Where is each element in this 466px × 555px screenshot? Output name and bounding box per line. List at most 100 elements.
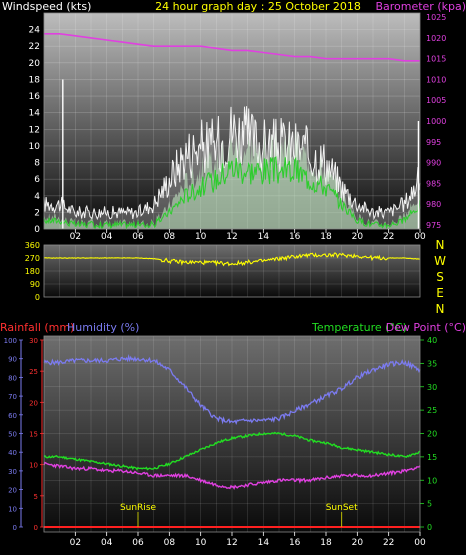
x-tick-label: 22 <box>383 232 394 242</box>
temp-humidity-panel-grid <box>43 336 420 532</box>
windspeed-axis-title: Windspeed (kts) <box>2 0 91 13</box>
sun-event-label: SunSet <box>326 503 358 513</box>
x-tick-label: 08 <box>164 232 176 242</box>
sun-events: SunRise SunSet <box>120 503 358 527</box>
humidity-y-tick-label: 80 <box>8 374 17 382</box>
temp-panel-x-labels: 02 04 06 08 10 12 14 16 18 20 22 00 <box>70 532 426 548</box>
wind-y-tick-label: 2 <box>34 208 40 218</box>
dewpoint-line <box>43 461 421 491</box>
direction-panel-axes: 0 90 180 270 360 <box>25 241 421 302</box>
temp-humidity-panel-series <box>43 353 421 528</box>
x-tick-label: 14 <box>258 538 270 548</box>
x-tick-label: 16 <box>289 232 301 242</box>
wind-y-tick-label: 14 <box>29 109 41 119</box>
wind-y-tick-label: 24 <box>29 26 41 36</box>
chart-title: 24 hour graph day : 25 October 2018 <box>155 0 361 13</box>
compass-label: N <box>436 238 445 252</box>
humidity-axis-title: Humidity (%) <box>67 321 139 334</box>
wind-y-tick-label: 18 <box>29 75 41 85</box>
wind-y-tick-label: 8 <box>34 159 40 169</box>
temp-y-tick-label: 20 <box>427 430 437 439</box>
x-tick-label: 04 <box>101 232 113 242</box>
x-tick-label: 20 <box>352 232 364 242</box>
temp-y-tick-label: 35 <box>427 359 437 368</box>
barometer-y-tick-label: 1000 <box>426 117 446 126</box>
barometer-y-tick-label: 1025 <box>426 13 446 22</box>
compass-label: S <box>436 270 444 284</box>
rain-y-tick-label: 20 <box>29 399 38 407</box>
compass-label: N <box>436 302 445 316</box>
wind-y-tick-label: 12 <box>29 125 40 135</box>
x-tick-label: 10 <box>195 232 207 242</box>
direction-panel-series <box>44 252 421 267</box>
humidity-y-tick-label: 50 <box>8 431 17 439</box>
barometer-line <box>44 32 420 62</box>
wind-y-tick-label: 10 <box>29 142 41 152</box>
humidity-y-tick-label: 20 <box>8 487 17 495</box>
rain-y-tick-label: 30 <box>29 337 38 345</box>
wind-y-tick-label: 4 <box>34 192 40 202</box>
x-tick-label: 18 <box>320 232 332 242</box>
direction-y-tick-label: 270 <box>25 254 40 263</box>
barometer-y-tick-label: 1020 <box>426 34 446 43</box>
wind-average-line <box>43 156 421 231</box>
x-tick-label: 18 <box>320 538 332 548</box>
wind-average-area <box>44 128 420 229</box>
barometer-y-tick-label: 985 <box>426 179 441 188</box>
humidity-y-tick-label: 10 <box>8 505 17 513</box>
temp-y-tick-label: 10 <box>427 476 437 485</box>
temp-y-tick-label: 0 <box>427 523 432 532</box>
humidity-y-tick-label: 40 <box>8 449 17 457</box>
x-tick-label: 10 <box>195 538 207 548</box>
wind-y-tick-label: 20 <box>29 59 41 69</box>
x-tick-label: 00 <box>414 538 426 548</box>
wind-y-tick-label: 0 <box>34 225 40 235</box>
direction-y-tick-label: 180 <box>25 267 40 276</box>
direction-panel-frame <box>43 244 421 298</box>
x-tick-label: 12 <box>226 538 237 548</box>
humidity-y-tick-label: 70 <box>8 393 17 401</box>
rain-y-tick-label: 25 <box>29 368 38 376</box>
wind-y-tick-label: 6 <box>34 175 40 185</box>
direction-panel-background <box>44 245 420 297</box>
humidity-line <box>43 353 421 425</box>
x-tick-label: 08 <box>164 538 176 548</box>
barometer-y-tick-label: 990 <box>426 159 441 168</box>
direction-y-tick-label: 0 <box>35 293 40 302</box>
x-tick-label: 02 <box>70 538 81 548</box>
x-tick-label: 20 <box>352 538 364 548</box>
temp-y-tick-label: 15 <box>427 453 437 462</box>
x-tick-label: 00 <box>414 232 426 242</box>
rainfall-axis-title: Rainfall (mm) <box>0 321 74 334</box>
rain-y-tick-label: 0 <box>34 524 38 532</box>
wind-panel-series <box>43 32 421 231</box>
humidity-y-tick-label: 100 <box>4 337 17 345</box>
compass-label: E <box>436 286 444 300</box>
x-tick-label: 04 <box>101 538 113 548</box>
sun-event-label: SunRise <box>120 503 157 513</box>
rain-y-tick-label: 5 <box>34 493 38 501</box>
direction-y-tick-label: 90 <box>30 280 40 289</box>
direction-line <box>44 252 421 267</box>
x-tick-label: 02 <box>70 232 81 242</box>
barometer-y-tick-label: 980 <box>426 200 441 209</box>
temperature-line <box>43 431 421 471</box>
wind-panel-x-labels: 02 04 06 08 10 12 14 16 18 20 22 00 <box>70 229 426 242</box>
x-tick-label: 12 <box>226 232 237 242</box>
barometer-y-tick-label: 1015 <box>426 55 446 64</box>
x-tick-label: 14 <box>258 232 270 242</box>
x-tick-label: 22 <box>383 538 394 548</box>
humidity-y-tick-label: 0 <box>13 524 17 532</box>
barometer-y-tick-label: 995 <box>426 138 441 147</box>
x-tick-label: 06 <box>132 232 144 242</box>
direction-y-tick-label: 360 <box>25 241 40 250</box>
wind-y-tick-label: 16 <box>29 92 41 102</box>
temp-humidity-panel-background <box>44 336 420 532</box>
compass-label: W <box>434 254 446 268</box>
barometer-axis-title: Barometer (kpa) <box>375 0 466 13</box>
humidity-y-tick-label: 60 <box>8 412 17 420</box>
temp-y-tick-label: 25 <box>427 406 437 415</box>
rain-y-tick-label: 10 <box>29 462 38 470</box>
